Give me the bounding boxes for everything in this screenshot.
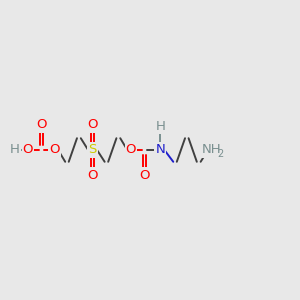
- Text: O: O: [22, 143, 33, 157]
- Text: O: O: [87, 169, 98, 182]
- Text: H: H: [10, 143, 20, 157]
- Text: 2: 2: [218, 149, 224, 159]
- Text: NH: NH: [202, 143, 222, 157]
- Text: O: O: [126, 143, 136, 157]
- Text: O: O: [139, 169, 149, 182]
- Text: N: N: [155, 143, 165, 157]
- Text: S: S: [88, 143, 97, 157]
- Text: O: O: [87, 118, 98, 131]
- Text: H: H: [155, 120, 165, 133]
- Text: O: O: [36, 118, 46, 131]
- Text: O: O: [49, 143, 60, 157]
